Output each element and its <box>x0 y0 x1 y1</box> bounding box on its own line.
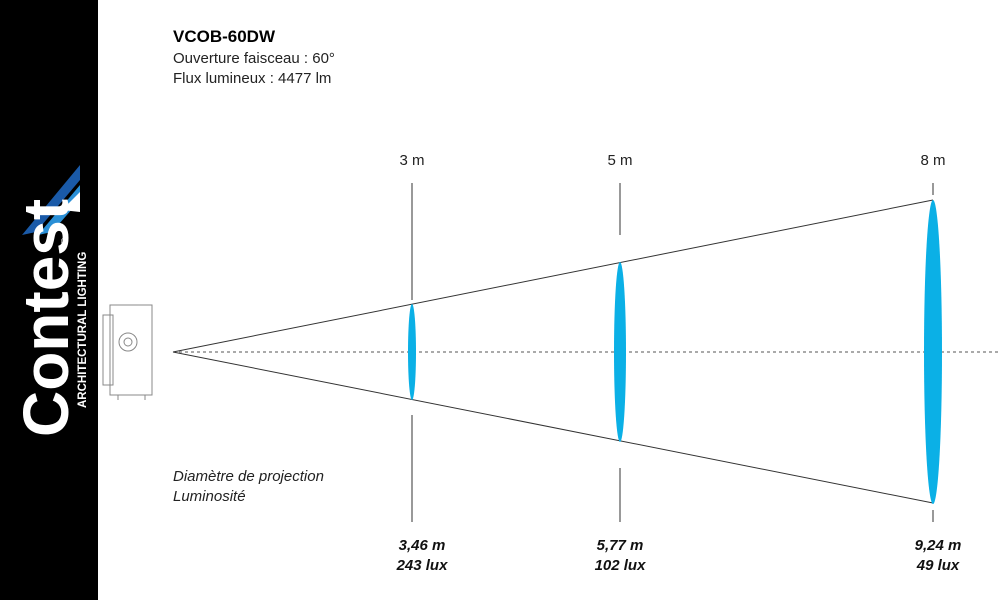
spot <box>924 200 942 504</box>
illuminance: 102 lux <box>595 557 647 574</box>
diameter: 9,24 m <box>915 537 962 554</box>
spot <box>408 304 416 400</box>
spot <box>614 262 626 442</box>
beam-edge <box>172 199 934 353</box>
markers <box>411 183 934 522</box>
logo-mark <box>22 165 80 235</box>
sidebar <box>0 0 98 600</box>
spec-line: Ouverture faisceau : 60° <box>173 50 335 67</box>
brand-tagline: ARCHITECTURAL LIGHTING <box>77 252 89 408</box>
beam-edge <box>172 351 934 504</box>
legend-item: Diamètre de projection <box>173 468 324 485</box>
projector <box>102 304 153 400</box>
title: VCOB-60DW <box>173 27 276 46</box>
illuminance: 49 lux <box>916 557 960 574</box>
brand-registered: ® <box>60 237 71 245</box>
diameter: 5,77 m <box>597 537 644 554</box>
brand-name: Contest <box>10 199 82 437</box>
distance: 3 m <box>399 152 424 169</box>
distance: 8 m <box>920 152 945 169</box>
illuminance: 243 lux <box>396 557 449 574</box>
diameter: 3,46 m <box>399 537 446 554</box>
spec-line: Flux lumineux : 4477 lm <box>173 70 331 87</box>
legend-item: Luminosité <box>173 488 246 505</box>
distance: 5 m <box>607 152 632 169</box>
